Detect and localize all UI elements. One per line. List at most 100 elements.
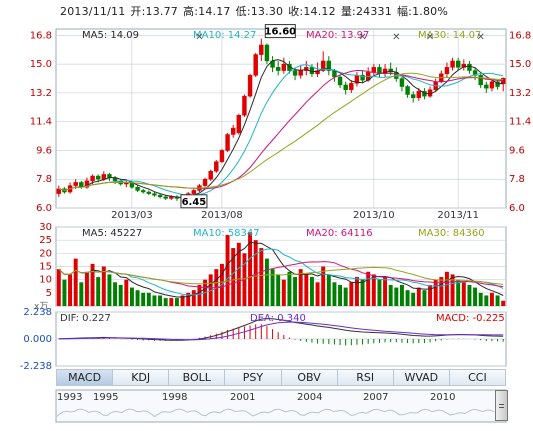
candle-body [484, 84, 489, 89]
volume-bar [354, 277, 359, 306]
volume-bar [343, 287, 348, 306]
volume-bar [315, 282, 320, 306]
date-tick-label: 2013/03 [111, 210, 153, 221]
volume-bar [495, 295, 500, 306]
candle-body [225, 134, 230, 151]
macd-legend-entry: MACD: -0.225 [436, 313, 505, 324]
volume-tick-label: 10 [39, 275, 52, 286]
candle-body [467, 63, 472, 71]
price-tick-right: 9.6 [509, 145, 525, 156]
candle-body [214, 161, 219, 172]
macd-tick-label: 0.000 [23, 334, 52, 345]
volume-bar [248, 232, 253, 306]
candle-body [320, 60, 326, 71]
price-tick-left: 6.0 [36, 203, 52, 214]
volume-bar [152, 295, 157, 306]
volume-bar [383, 277, 388, 306]
volume-tick-label: 30 [39, 222, 52, 233]
max-annotation-box [264, 24, 296, 39]
volume-bar [411, 292, 416, 306]
open-value: 13.77 [145, 5, 179, 18]
volume-bar [377, 279, 382, 306]
volume-bar [90, 263, 95, 306]
volume-bar [287, 271, 292, 306]
candle-body [416, 91, 422, 98]
volume-bar [433, 279, 438, 306]
candle-body [343, 84, 348, 90]
macd-tick-label: -2.238 [20, 361, 52, 372]
timeline-frame [55, 389, 507, 423]
volume-bar [231, 248, 236, 306]
volume-tick-label: 20 [39, 248, 52, 259]
volume-ma5-line [58, 241, 504, 298]
volume-ma10-line [58, 248, 504, 296]
event-marker-icon: ✕ [392, 32, 400, 43]
timeline-year: 2004 [297, 392, 323, 403]
candle-body [169, 196, 174, 199]
volume-bar [163, 298, 168, 306]
tab-cci[interactable]: CCI [468, 371, 487, 384]
candle-body [135, 186, 140, 191]
tab-obv[interactable]: OBV [282, 370, 338, 385]
volume-bar [124, 279, 129, 306]
price-legend-entry: MA30: 14.07 [418, 30, 481, 41]
price-legend-entry: MA5: 14.09 [82, 30, 139, 41]
volume-bar [399, 284, 404, 306]
volume-bar [96, 277, 101, 306]
date-tick-label: 2013/10 [353, 210, 395, 221]
volume-bar [360, 279, 365, 306]
volume-bar [197, 284, 202, 306]
candle-body [236, 115, 242, 134]
volume-bar [236, 242, 241, 306]
candle-body [242, 95, 247, 116]
candle-body [315, 70, 320, 75]
candle-body [275, 67, 281, 71]
candle-body [219, 150, 225, 162]
close-label: 收: [288, 5, 304, 18]
macd-legend-entry: DEA: 0.340 [250, 313, 306, 324]
tab-kdj[interactable]: KDJ [113, 370, 170, 385]
volume-bar [174, 298, 179, 306]
candle-body [450, 60, 455, 68]
volume-bar [338, 284, 343, 306]
candle-body [298, 70, 303, 76]
candle-body [191, 190, 197, 194]
timeline-year: 1998 [162, 392, 188, 403]
tab-psy[interactable]: PSY [225, 370, 282, 385]
volume-bar [304, 274, 309, 306]
volume-bar [405, 290, 410, 306]
price-tick-left: 9.6 [36, 145, 52, 156]
volume-legend-entry: MA30: 84360 [418, 228, 485, 239]
candle-body [444, 67, 450, 74]
tab-boll[interactable]: BOLL [169, 370, 226, 385]
volume-bar [461, 282, 466, 306]
volume-bar [450, 274, 455, 306]
open-label: 开: [130, 5, 146, 18]
volume-bar [489, 292, 494, 306]
candle-body [95, 175, 101, 180]
volume-bar [276, 274, 281, 306]
candle-body [472, 70, 478, 76]
volume-bar [101, 266, 106, 306]
quote-date: 2013/11/11 [60, 5, 126, 18]
tab-macd[interactable]: MACD [57, 370, 114, 385]
tab-rsi[interactable]: RSI [338, 370, 394, 385]
tab-wvad[interactable]: WVAD [394, 370, 450, 385]
volume-bar [225, 234, 230, 306]
candle-body [253, 54, 258, 76]
volume-bar [141, 292, 146, 306]
volume-bar [298, 269, 303, 306]
event-marker-icon: ✕ [476, 32, 484, 43]
volume-bar [428, 284, 433, 306]
max-annotation-label: 16.60 [264, 27, 296, 38]
timeline-range-handle[interactable] [495, 390, 508, 421]
volume-bar [366, 271, 371, 306]
volume-bar [191, 290, 196, 306]
price-legend-entry: MA10: 14.27 [193, 30, 256, 41]
min-annotation-label: 6.45 [182, 197, 207, 208]
high-value: 14.17 [198, 5, 231, 18]
timeline-year: 2001 [230, 392, 256, 403]
candle-body [455, 60, 461, 68]
volume-bar [129, 287, 134, 306]
volume-bar [394, 287, 399, 306]
